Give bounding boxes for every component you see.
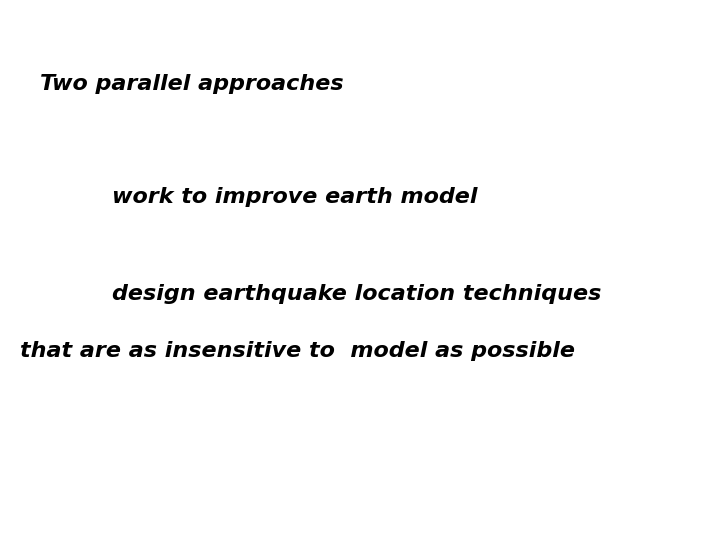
Text: Two parallel approaches: Two parallel approaches [40, 73, 343, 94]
Text: design earthquake location techniques: design earthquake location techniques [112, 284, 601, 305]
Text: work to improve earth model: work to improve earth model [112, 187, 477, 207]
Text: that are as insensitive to  model as possible: that are as insensitive to model as poss… [20, 341, 575, 361]
